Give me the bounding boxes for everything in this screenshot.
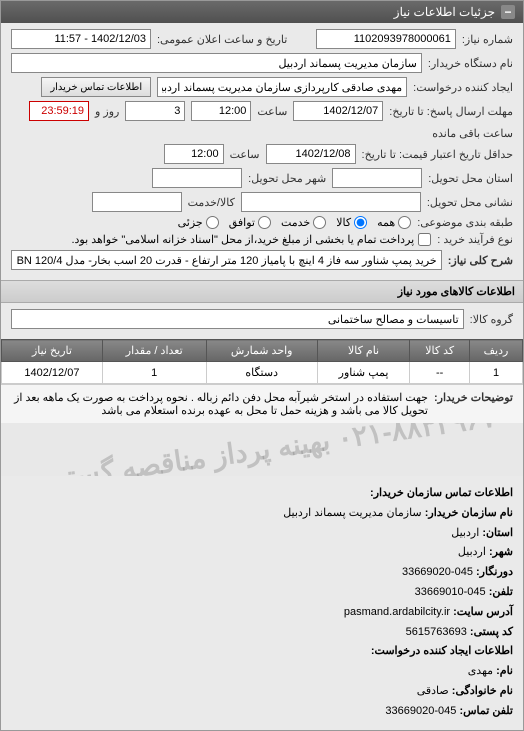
- web-label: آدرس سایت:: [453, 606, 513, 618]
- city-label: شهر:: [489, 546, 513, 558]
- creator-header: اطلاعات ایجاد کننده درخواست:: [371, 645, 513, 657]
- cell-unit: دستگاه: [206, 362, 317, 384]
- day-label: روز و: [95, 105, 119, 118]
- remain-days-input[interactable]: [125, 101, 185, 121]
- reply-date-input[interactable]: [293, 101, 383, 121]
- announce-label: تاریخ و ساعت اعلان عمومی:: [157, 33, 287, 46]
- cell-name: پمپ شناور: [317, 362, 410, 384]
- fax-value: 045-33669020: [402, 566, 473, 578]
- col-date: تاریخ نیاز: [2, 340, 103, 362]
- delivery-state-input[interactable]: [332, 168, 422, 188]
- form-area: شماره نیاز: تاریخ و ساعت اعلان عمومی: نا…: [1, 23, 523, 280]
- watermark-area: ۰۲۱-۸۸۳۴۹۶۷۰ بهینه پرداز مناقصه گستر: [1, 423, 523, 476]
- org-value: سازمان مدیریت پسماند اردبیل: [283, 507, 421, 519]
- cell-date: 1402/12/07: [2, 362, 103, 384]
- city-value: اردبیل: [458, 546, 486, 558]
- contact-section: اطلاعات تماس سازمان خریدار: نام سازمان خ…: [1, 476, 523, 730]
- floor-input[interactable]: [92, 192, 182, 212]
- col-code: کد کالا: [410, 340, 470, 362]
- buyer-note-text: جهت استفاده در استخر شیرآبه محل دفن دائم…: [11, 391, 428, 417]
- goods-table: ردیف کد کالا نام کالا واحد شمارش تعداد /…: [1, 339, 523, 384]
- postal-value: 5615763693: [406, 626, 467, 638]
- cell-row: 1: [470, 362, 523, 384]
- family-label: نام خانوادگی:: [452, 685, 513, 697]
- delivery-addr-label: نشانی محل تحویل:: [427, 196, 513, 209]
- valid-until-label: حداقل تاریخ اعتبار قیمت: تا تاریخ:: [362, 148, 513, 161]
- valid-date-input[interactable]: [266, 144, 356, 164]
- phone-label: تلفن:: [489, 586, 513, 598]
- requester-input[interactable]: [157, 77, 407, 97]
- contact-button[interactable]: اطلاعات تماس خریدار: [41, 77, 151, 97]
- reqnum-label: شماره نیاز:: [462, 33, 513, 46]
- province-label: استان:: [482, 527, 513, 539]
- contact-section-title: اطلاعات تماس سازمان خریدار:: [370, 487, 513, 499]
- cphone-value: 045-33669020: [385, 705, 456, 717]
- delivery-state-label: استان محل تحویل:: [428, 172, 513, 185]
- province-value: اردبیل: [451, 527, 479, 539]
- reply-deadline-label: مهلت ارسال پاسخ: تا تاریخ:: [389, 105, 513, 118]
- time-label-1: ساعت: [257, 105, 287, 118]
- desc-label: شرح کلی نیاز:: [448, 254, 513, 267]
- reply-time-input[interactable]: [191, 101, 251, 121]
- buy-process-label: نوع فرآیند خرید :: [437, 233, 513, 246]
- radio-goods[interactable]: کالا: [336, 216, 367, 229]
- radio-agreement[interactable]: توافق: [229, 216, 271, 229]
- name-label: نام:: [496, 665, 513, 677]
- phone-value: 045-33669010: [415, 586, 486, 598]
- radio-all[interactable]: همه: [377, 216, 411, 229]
- subject-cat-label: طبقه بندی موضوعی:: [417, 216, 513, 229]
- buy-process-checkbox[interactable]: پرداخت تمام یا بخشی از مبلغ خرید،از محل …: [71, 233, 431, 246]
- remain-time-input[interactable]: [29, 101, 89, 121]
- panel-title: جزئیات اطلاعات نیاز: [394, 5, 495, 19]
- time-label-2: ساعت: [230, 148, 260, 161]
- watermark-text: ۰۲۱-۸۸۳۴۹۶۷۰ بهینه پرداز مناقصه گستر: [11, 423, 513, 476]
- buyer-org-input[interactable]: [11, 53, 422, 73]
- col-unit: واحد شمارش: [206, 340, 317, 362]
- floor-label: کالا/خدمت: [188, 196, 235, 209]
- details-panel: − جزئیات اطلاعات نیاز شماره نیاز: تاریخ …: [0, 0, 524, 731]
- collapse-icon[interactable]: −: [501, 5, 515, 19]
- group-input[interactable]: [11, 309, 464, 329]
- radio-partial[interactable]: جزئی: [178, 216, 219, 229]
- web-value: pasmand.ardabilcity.ir: [344, 606, 450, 618]
- radio-service[interactable]: خدمت: [281, 216, 326, 229]
- name-value: مهدی: [468, 665, 493, 677]
- delivery-city-label: شهر محل تحویل:: [248, 172, 326, 185]
- requester-label: ایجاد کننده درخواست:: [413, 81, 513, 94]
- buyer-note-row: توضیحات خریدار: جهت استفاده در استخر شیر…: [1, 384, 523, 423]
- group-label: گروه کالا:: [470, 313, 513, 326]
- org-label: نام سازمان خریدار:: [425, 507, 513, 519]
- cphone-label: تلفن تماس:: [459, 705, 513, 717]
- cell-qty: 1: [102, 362, 206, 384]
- cell-code: --: [410, 362, 470, 384]
- col-qty: تعداد / مقدار: [102, 340, 206, 362]
- desc-input[interactable]: [11, 250, 442, 270]
- remain-suffix: ساعت باقی مانده: [432, 127, 513, 140]
- goods-section-header: اطلاعات کالاهای مورد نیاز: [1, 280, 523, 303]
- fax-label: دورنگار:: [476, 566, 513, 578]
- postal-label: کد پستی:: [470, 626, 513, 638]
- buyer-note-label: توضیحات خریدار:: [434, 391, 513, 417]
- buy-process-note: پرداخت تمام یا بخشی از مبلغ خرید،از محل …: [71, 233, 414, 246]
- reqnum-input[interactable]: [316, 29, 456, 49]
- buyer-org-label: نام دستگاه خریدار:: [428, 57, 513, 70]
- subject-radio-group: همه کالا خدمت توافق جزئی: [178, 216, 412, 229]
- col-name: نام کالا: [317, 340, 410, 362]
- delivery-city-input[interactable]: [152, 168, 242, 188]
- table-row[interactable]: 1 -- پمپ شناور دستگاه 1 1402/12/07: [2, 362, 523, 384]
- delivery-addr-input[interactable]: [241, 192, 421, 212]
- panel-header: − جزئیات اطلاعات نیاز: [1, 1, 523, 23]
- announce-input[interactable]: [11, 29, 151, 49]
- family-value: صادقی: [417, 685, 449, 697]
- col-row: ردیف: [470, 340, 523, 362]
- valid-time-input[interactable]: [164, 144, 224, 164]
